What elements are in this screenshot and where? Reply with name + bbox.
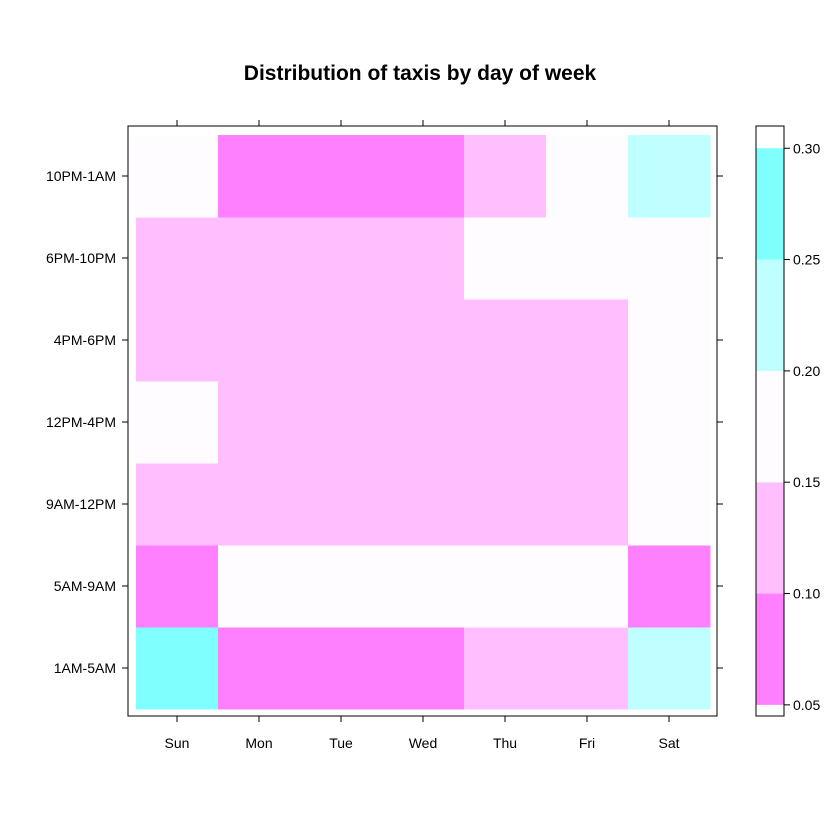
heatmap-cell-tue-1 — [300, 545, 383, 628]
x-tick-label: Mon — [245, 735, 272, 751]
y-tick-label: 5AM-9AM — [54, 578, 116, 594]
heatmap-cell-wed-5 — [382, 217, 465, 300]
x-tick-label: Sun — [165, 735, 190, 751]
heatmap-cell-mon-0 — [218, 627, 301, 710]
y-tick-label: 1AM-5AM — [54, 660, 116, 676]
chart-title: Distribution of taxis by day of week — [244, 62, 597, 85]
x-tick-label: Wed — [409, 735, 438, 751]
heatmap-cell-thu-4 — [464, 299, 547, 382]
heatmap-cell-sun-0 — [136, 627, 219, 710]
heatmap-cell-sat-5 — [628, 217, 711, 300]
y-tick-label: 4PM-6PM — [54, 332, 116, 348]
heatmap-cell-fri-6 — [546, 135, 629, 218]
heatmap-cell-wed-2 — [382, 463, 465, 546]
heatmap-cell-thu-6 — [464, 135, 547, 218]
heatmap-cell-sat-6 — [628, 135, 711, 218]
heatmap-cell-sun-1 — [136, 545, 219, 628]
color-key-band — [756, 593, 784, 705]
heatmap-cell-thu-0 — [464, 627, 547, 710]
heatmap-cell-sat-1 — [628, 545, 711, 628]
heatmap-cell-sat-4 — [628, 299, 711, 382]
heatmap-cell-wed-6 — [382, 135, 465, 218]
heatmap-cell-wed-4 — [382, 299, 465, 382]
heatmap-cell-fri-5 — [546, 217, 629, 300]
heatmap-cell-tue-4 — [300, 299, 383, 382]
heatmap-cell-wed-3 — [382, 381, 465, 464]
color-key-tick-label: 0.30 — [793, 140, 820, 156]
heatmap-cell-fri-2 — [546, 463, 629, 546]
heatmap-cell-sun-3 — [136, 381, 219, 464]
heatmap-cell-fri-3 — [546, 381, 629, 464]
heatmap-cell-thu-1 — [464, 545, 547, 628]
heatmap-cell-mon-6 — [218, 135, 301, 218]
heatmap-cell-sun-6 — [136, 135, 219, 218]
heatmap-cell-fri-4 — [546, 299, 629, 382]
color-key-legend: 0.05 0.10 0.15 0.20 0.25 0.30 — [755, 125, 820, 717]
color-key-tick-label: 0.15 — [793, 474, 820, 490]
color-key-tick-label: 0.25 — [793, 252, 820, 268]
heatmap-cell-mon-3 — [218, 381, 301, 464]
y-axis: 1AM-5AM 5AM-9AM 9AM-12PM 12PM-4PM 4PM-6PM 6PM… — [46, 168, 723, 676]
heatmap-cell-mon-4 — [218, 299, 301, 382]
x-axis: Sun Mon Tue Wed Thu Fri Sat — [165, 120, 680, 751]
y-tick-label: 12PM-4PM — [46, 414, 116, 430]
heatmap-cell-tue-0 — [300, 627, 383, 710]
heatmap-cell-sun-4 — [136, 299, 219, 382]
heatmap-cell-thu-2 — [464, 463, 547, 546]
heatmap-cell-thu-5 — [464, 217, 547, 300]
heatmap-cell-mon-1 — [218, 545, 301, 628]
heatmap-cell-fri-1 — [546, 545, 629, 628]
heatmap-cell-fri-0 — [546, 627, 629, 710]
y-tick-label: 9AM-12PM — [46, 496, 116, 512]
heatmap-cell-sat-0 — [628, 627, 711, 710]
heatmap-cells — [136, 135, 711, 710]
heatmap-cell-tue-2 — [300, 463, 383, 546]
x-tick-label: Sat — [658, 735, 679, 751]
x-tick-label: Tue — [329, 735, 353, 751]
heatmap-cell-wed-1 — [382, 545, 465, 628]
x-tick-label: Thu — [493, 735, 517, 751]
color-key-band — [756, 482, 784, 594]
color-key-band — [756, 259, 784, 371]
heatmap-cell-tue-6 — [300, 135, 383, 218]
x-tick-label: Fri — [579, 735, 595, 751]
heatmap-cell-sun-2 — [136, 463, 219, 546]
color-key-tick-label: 0.10 — [793, 586, 820, 602]
heatmap-cell-thu-3 — [464, 381, 547, 464]
color-key-frame — [755, 125, 785, 717]
heatmap-cell-sat-3 — [628, 381, 711, 464]
color-key-band — [756, 148, 784, 260]
heatmap-cell-tue-3 — [300, 381, 383, 464]
color-key-tick-label: 0.05 — [793, 697, 820, 713]
heatmap-cell-mon-5 — [218, 217, 301, 300]
color-key-band — [756, 370, 784, 483]
color-key-tick-label: 0.20 — [793, 363, 820, 379]
heatmap-cell-mon-2 — [218, 463, 301, 546]
heatmap-cell-tue-5 — [300, 217, 383, 300]
heatmap-cell-wed-0 — [382, 627, 465, 710]
y-tick-label: 6PM-10PM — [46, 250, 116, 266]
y-tick-label: 10PM-1AM — [46, 168, 116, 184]
heatmap-cell-sat-2 — [628, 463, 711, 546]
heatmap-cell-sun-5 — [136, 217, 219, 300]
